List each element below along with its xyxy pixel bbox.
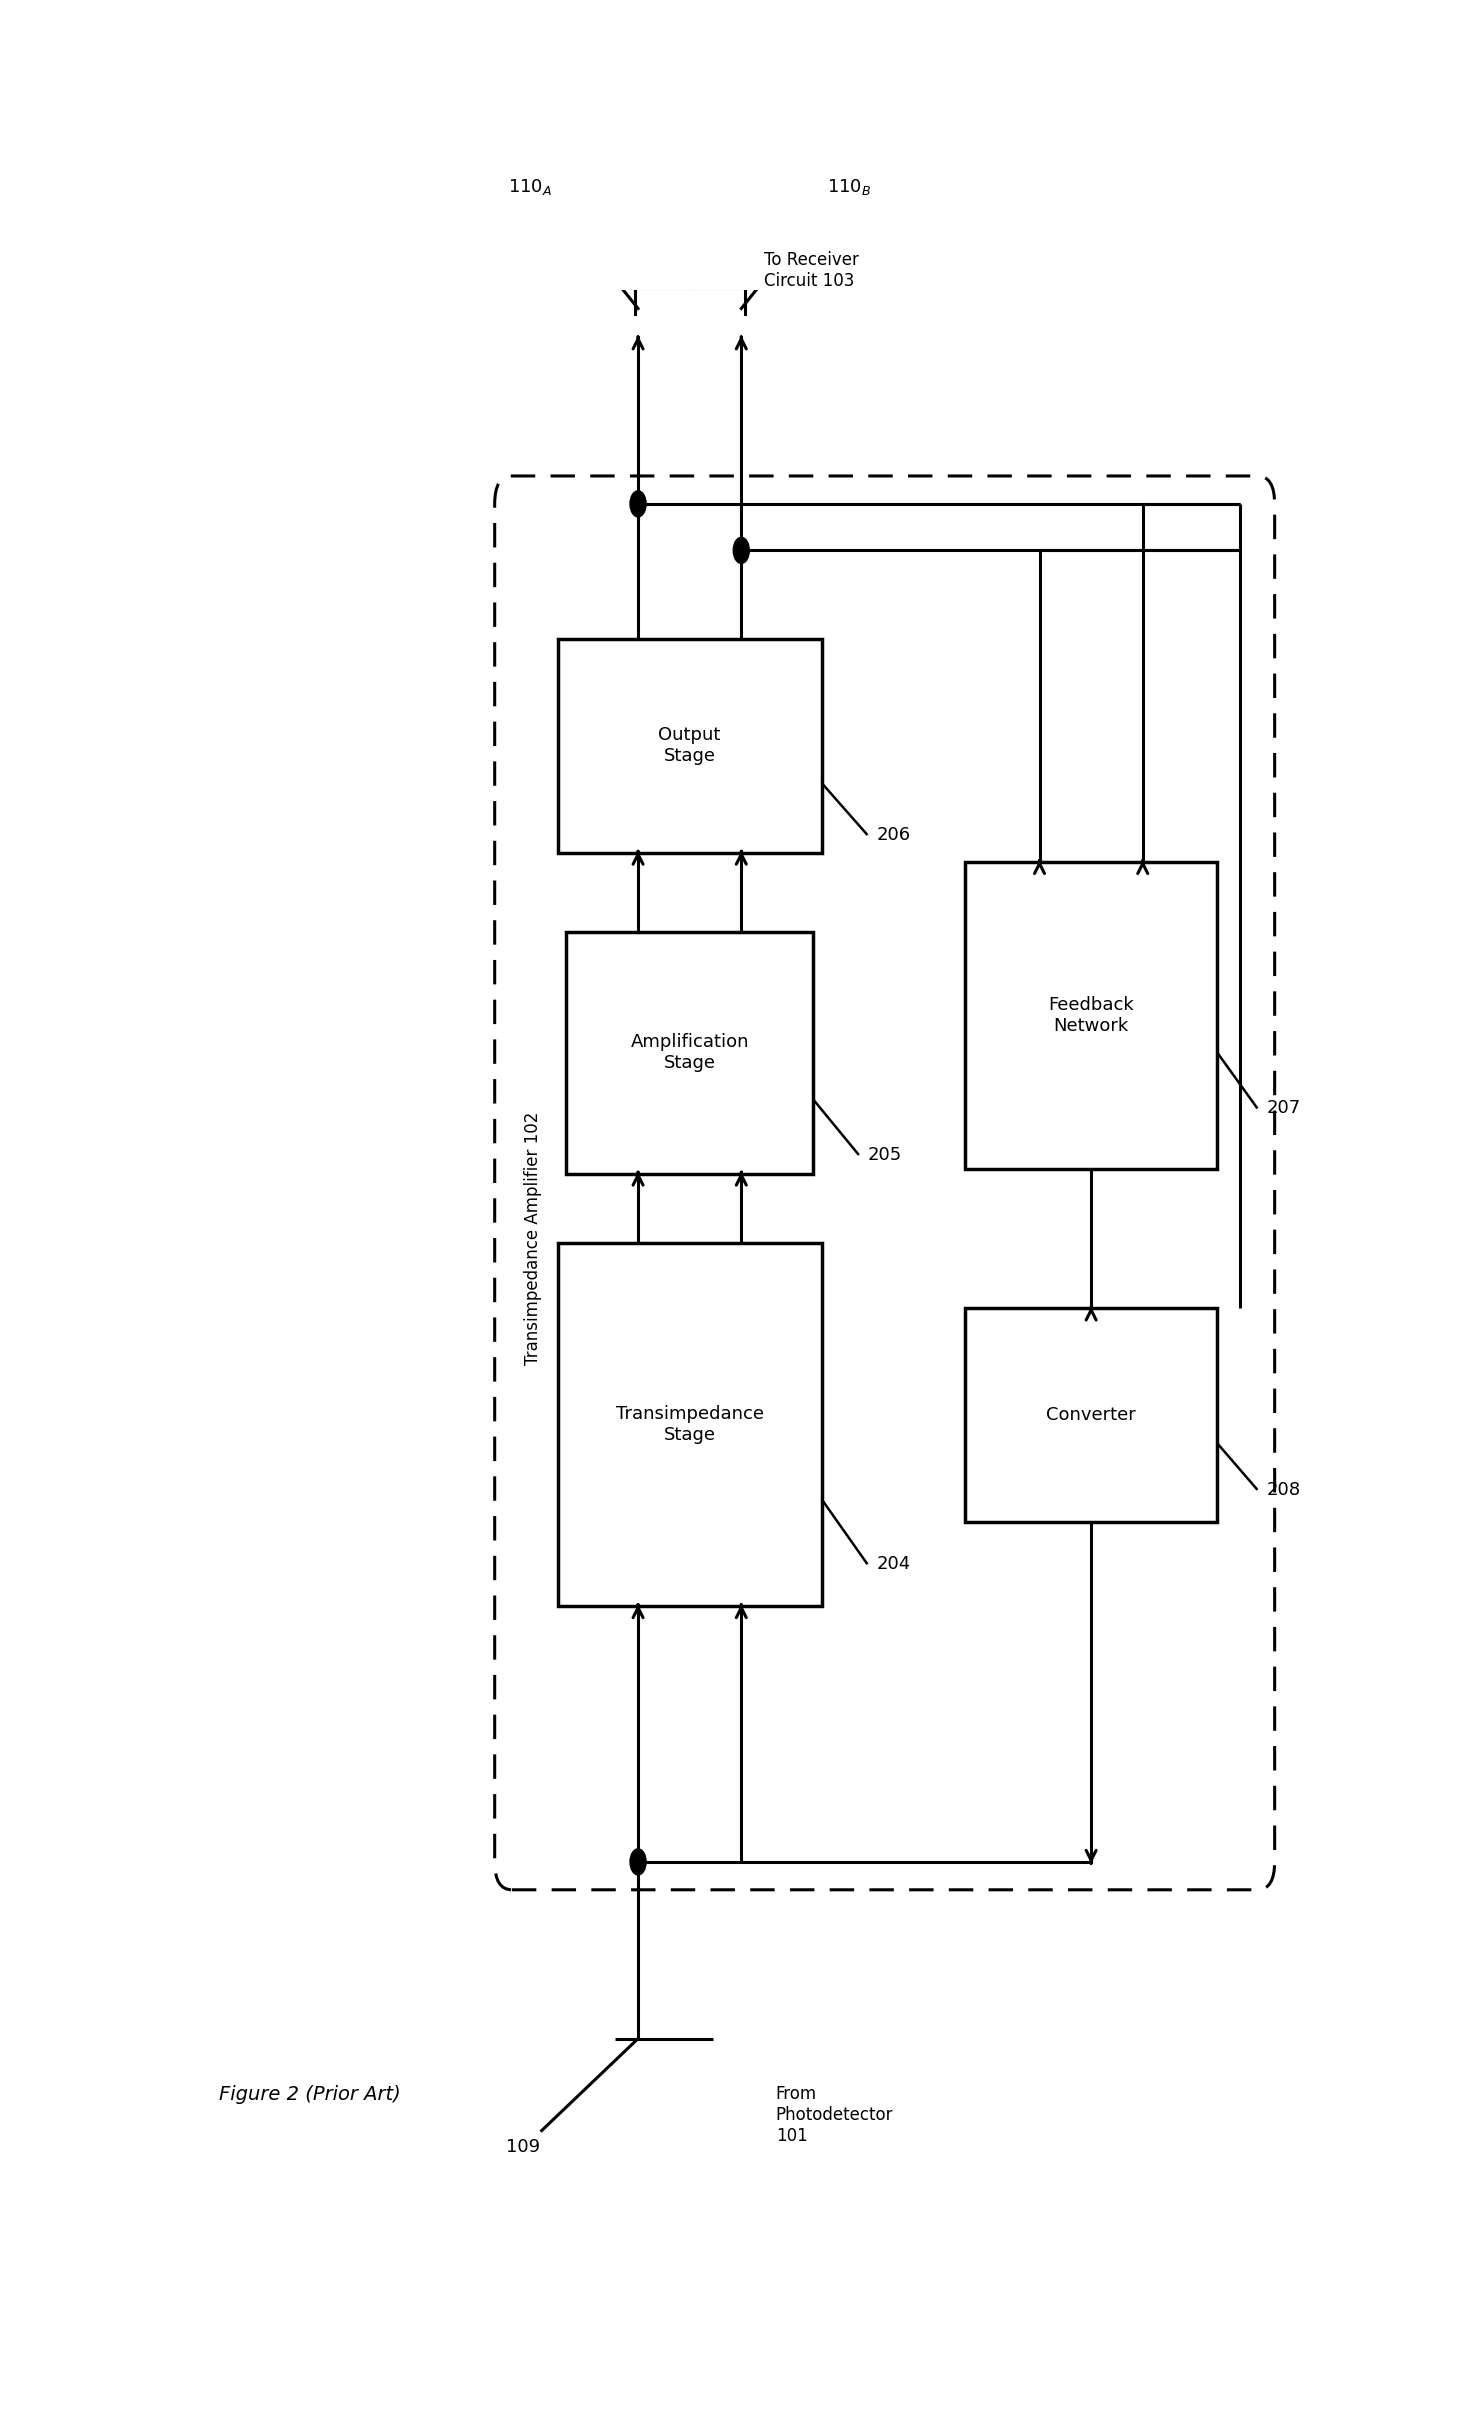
Text: From
Photodetector
101: From Photodetector 101	[776, 2085, 894, 2145]
Bar	[965, 863, 1217, 1169]
Circle shape	[630, 490, 647, 517]
Bar	[558, 1244, 821, 1607]
Text: Transimpedance
Stage: Transimpedance Stage	[616, 1406, 764, 1445]
Text: 110$_B$: 110$_B$	[827, 176, 872, 198]
Bar	[558, 638, 821, 853]
Text: 110$_A$: 110$_A$	[508, 176, 552, 198]
Text: To Receiver
Circuit 103: To Receiver Circuit 103	[764, 251, 858, 290]
Text: 207: 207	[1267, 1099, 1301, 1119]
Text: 208: 208	[1267, 1481, 1301, 1498]
Text: 206: 206	[876, 826, 910, 843]
Bar	[965, 1309, 1217, 1522]
Text: 205: 205	[869, 1145, 903, 1165]
Text: Figure 2 (Prior Art): Figure 2 (Prior Art)	[219, 2085, 401, 2104]
Text: 204: 204	[876, 1556, 910, 1573]
Text: Feedback
Network: Feedback Network	[1048, 995, 1134, 1034]
Text: Converter: Converter	[1046, 1406, 1137, 1425]
Circle shape	[733, 536, 749, 563]
Text: Amplification
Stage: Amplification Stage	[630, 1034, 749, 1073]
Text: Transimpedance Amplifier 102: Transimpedance Amplifier 102	[524, 1111, 542, 1365]
Text: 109: 109	[506, 2138, 540, 2155]
Bar	[567, 933, 813, 1174]
Circle shape	[630, 1848, 647, 1875]
Text: Output
Stage: Output Stage	[659, 727, 721, 766]
